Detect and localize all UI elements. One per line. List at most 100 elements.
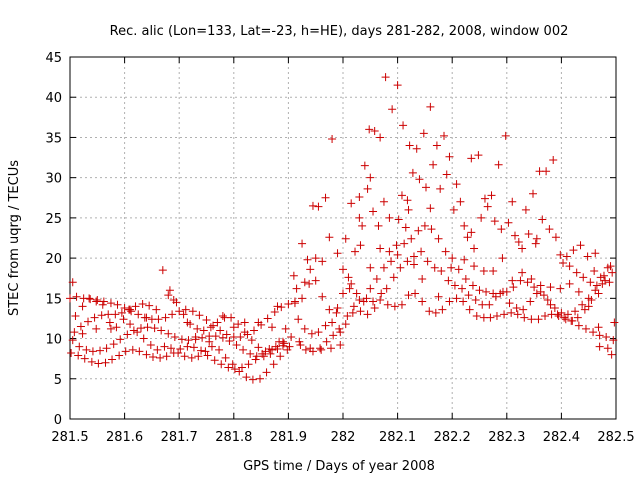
data-point [513, 310, 522, 319]
data-point [168, 310, 177, 319]
data-point [465, 305, 474, 314]
y-tick-label: 0 [54, 413, 62, 428]
data-point [256, 374, 265, 383]
data-point [296, 340, 305, 349]
data-point [539, 291, 548, 300]
data-point [452, 294, 461, 303]
data-point [468, 281, 477, 290]
data-point [287, 332, 296, 341]
data-point [239, 345, 248, 354]
data-point [303, 255, 312, 264]
data-point [470, 244, 479, 253]
data-point [578, 300, 587, 309]
data-point [206, 323, 215, 332]
data-point [498, 254, 507, 263]
data-point [72, 292, 81, 301]
data-point [610, 318, 619, 327]
data-point [213, 318, 222, 327]
data-point [234, 320, 243, 329]
data-point [85, 294, 94, 303]
data-point [112, 323, 121, 332]
data-point [527, 315, 536, 324]
data-point [240, 328, 249, 337]
data-point [236, 332, 245, 341]
data-point [87, 357, 96, 366]
data-point [355, 213, 364, 222]
data-point [408, 168, 417, 177]
data-point [97, 311, 106, 320]
data-point [592, 281, 601, 290]
data-point [86, 295, 95, 304]
data-point [343, 312, 352, 321]
y-tick-label: 25 [45, 212, 62, 227]
data-point [116, 335, 125, 344]
data-point [298, 239, 307, 248]
data-point [311, 276, 320, 285]
y-tick-label: 40 [45, 91, 62, 106]
data-point [205, 337, 214, 346]
data-point [232, 340, 241, 349]
data-point [609, 336, 618, 345]
data-point [460, 221, 469, 230]
data-point [129, 326, 138, 335]
x-tick-label: 282.3 [488, 430, 525, 445]
data-point [228, 360, 237, 369]
data-point [452, 180, 461, 189]
data-point [492, 312, 501, 321]
data-point [508, 276, 517, 285]
data-point [325, 233, 334, 242]
data-point [188, 307, 197, 316]
data-point [67, 349, 76, 358]
data-point [250, 326, 259, 335]
data-point [246, 349, 255, 358]
data-point [510, 231, 519, 240]
data-point [179, 310, 188, 319]
data-point [494, 160, 503, 169]
data-point [307, 329, 316, 338]
data-point [133, 328, 142, 337]
data-point [366, 173, 375, 182]
data-point [92, 297, 101, 306]
data-point [485, 300, 494, 309]
data-point [164, 291, 173, 300]
data-point [404, 291, 413, 300]
data-point [216, 326, 225, 335]
data-point [283, 345, 292, 354]
data-point [74, 351, 83, 360]
data-point [160, 342, 169, 351]
data-point [574, 321, 583, 330]
data-point [571, 307, 580, 316]
data-point [417, 247, 426, 256]
data-point [240, 318, 249, 327]
data-point [162, 352, 171, 361]
data-point [156, 353, 165, 362]
data-point [489, 266, 498, 275]
data-point [300, 324, 309, 333]
data-point [409, 252, 418, 261]
data-point [355, 295, 364, 304]
data-point [96, 346, 105, 355]
data-point [509, 283, 518, 292]
data-point [538, 215, 547, 224]
data-point [84, 317, 93, 326]
data-point [376, 244, 385, 253]
data-point [461, 275, 470, 284]
data-point [351, 247, 360, 256]
data-point [306, 265, 315, 274]
data-point [486, 313, 495, 322]
data-point [404, 205, 413, 214]
data-point [71, 312, 80, 321]
data-point [252, 352, 261, 361]
data-point [429, 160, 438, 169]
data-point [602, 332, 611, 341]
data-point [520, 313, 529, 322]
data-point [76, 322, 85, 331]
data-point [262, 368, 271, 377]
data-point [115, 351, 124, 360]
data-point [157, 326, 166, 335]
data-point [603, 344, 612, 353]
data-point [369, 297, 378, 306]
data-point [108, 355, 117, 364]
data-point [426, 204, 435, 213]
data-point [423, 257, 432, 266]
